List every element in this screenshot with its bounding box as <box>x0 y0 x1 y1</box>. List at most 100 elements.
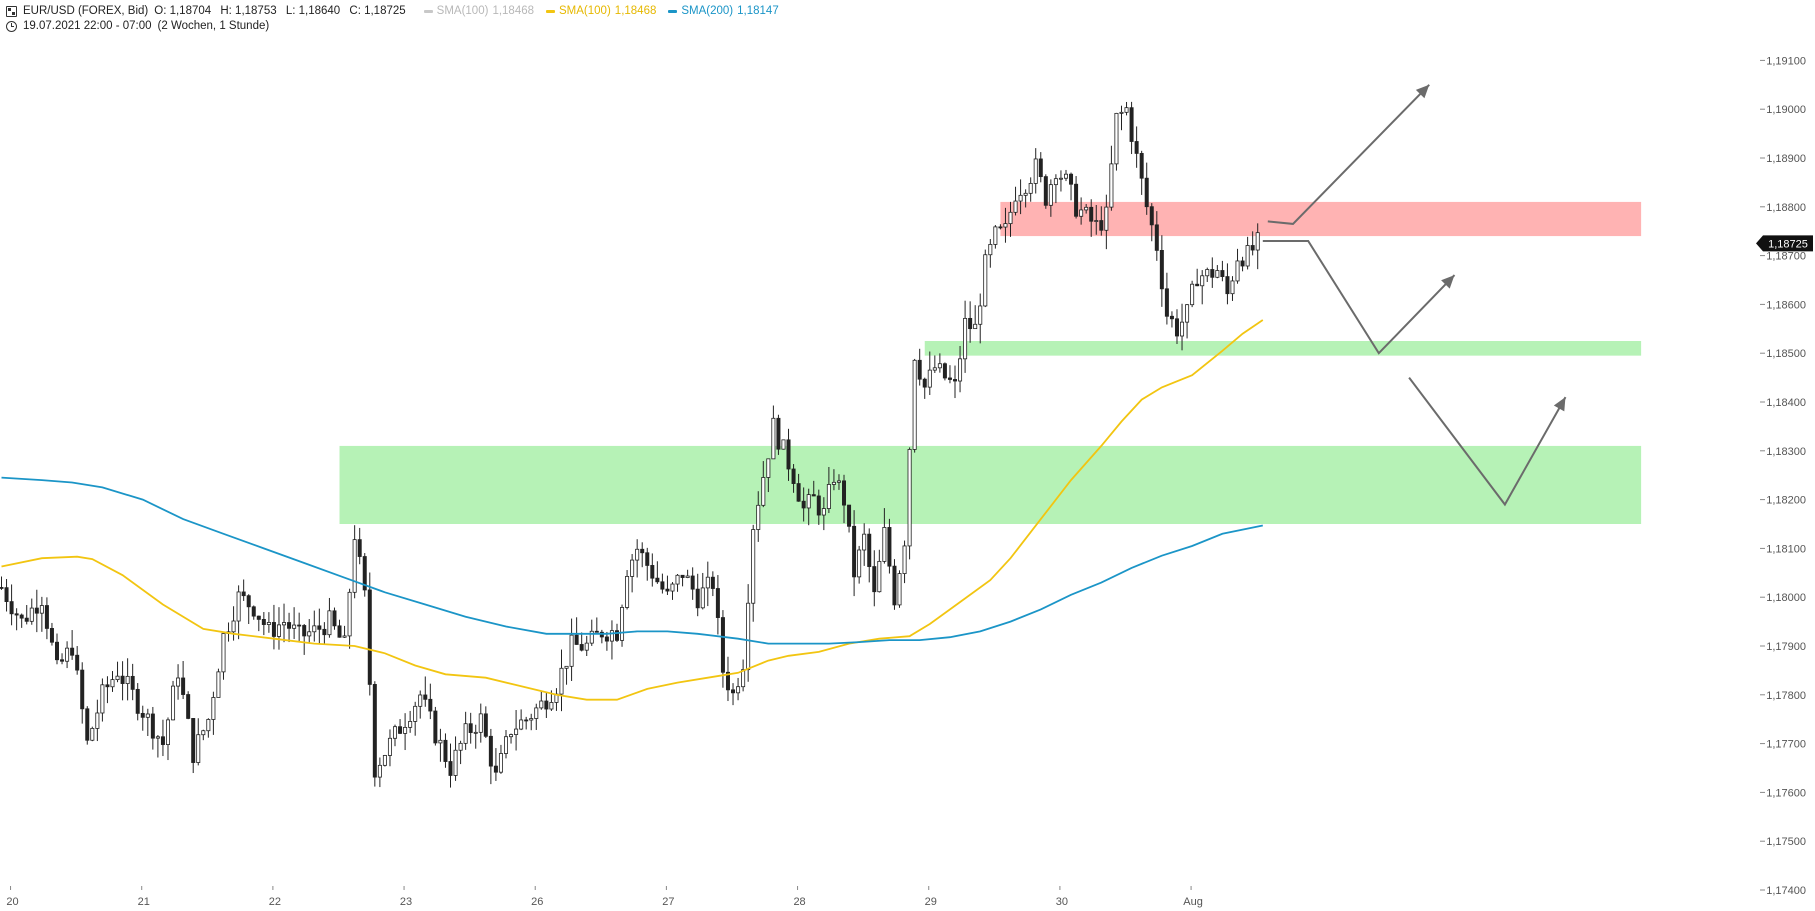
candle-body <box>630 559 635 577</box>
candle-body <box>332 610 337 627</box>
candle <box>120 661 125 701</box>
candle-body <box>150 713 155 739</box>
candle <box>594 617 599 633</box>
candle-body <box>418 694 423 707</box>
candle <box>160 719 165 757</box>
candle-body <box>322 628 327 636</box>
legend-swatch-icon <box>423 10 433 13</box>
candle-body <box>236 591 241 622</box>
candle <box>892 559 897 610</box>
candle-body <box>625 576 630 608</box>
candle <box>231 606 236 641</box>
candle-body <box>201 730 206 736</box>
candle <box>165 717 170 761</box>
y-tick-label: 1,18200 <box>1766 495 1806 507</box>
candle-body <box>614 630 619 641</box>
candle-body <box>372 684 377 778</box>
candle-body <box>887 527 892 567</box>
candle-body <box>206 719 211 732</box>
candle <box>680 574 685 587</box>
candle-body <box>685 575 690 578</box>
candle <box>24 605 29 625</box>
candle-body <box>115 675 120 681</box>
x-tick-label: Aug <box>1183 896 1203 908</box>
candle <box>725 656 730 702</box>
candle-body <box>176 677 181 687</box>
candle <box>806 488 811 526</box>
candle-body <box>675 574 680 585</box>
candle <box>377 757 382 788</box>
candle <box>1129 101 1134 155</box>
y-tick-label: 1,19100 <box>1766 55 1806 67</box>
candle <box>625 570 630 610</box>
candle <box>932 355 937 373</box>
y-tick-label: 1,18600 <box>1766 299 1806 311</box>
candle <box>1003 207 1008 243</box>
candle <box>307 619 312 644</box>
candle-body <box>165 719 170 745</box>
candle <box>569 618 574 681</box>
candle <box>700 572 705 610</box>
candle <box>1084 204 1089 214</box>
candle <box>1069 172 1074 201</box>
candle-body <box>1164 288 1169 317</box>
candle-body <box>216 671 221 698</box>
candle-body <box>1144 177 1149 208</box>
y-tick-label: 1,17700 <box>1766 739 1806 751</box>
candle-body <box>1074 183 1079 217</box>
candle-body <box>105 684 110 688</box>
candle <box>125 658 130 701</box>
candle-body <box>720 617 725 673</box>
candle-body <box>761 477 766 506</box>
candle-body <box>49 628 54 643</box>
legend-value: 1,18468 <box>492 5 535 17</box>
candle <box>1149 203 1154 242</box>
candle <box>771 405 776 460</box>
symbol-name[interactable]: EUR/USD (FOREX, Bid) <box>23 5 149 17</box>
candle <box>34 589 39 633</box>
x-tick-label: 20 <box>6 896 18 908</box>
candle-body <box>276 624 281 637</box>
candle <box>135 683 140 721</box>
candle <box>897 570 902 608</box>
candle <box>1124 101 1129 116</box>
candle <box>1205 267 1210 282</box>
candle-body <box>463 723 468 744</box>
candle <box>1200 270 1205 305</box>
candle-body <box>569 634 574 667</box>
candle-body <box>403 726 408 734</box>
y-tick-label: 1,18800 <box>1766 202 1806 214</box>
candle <box>503 729 508 759</box>
candle <box>458 740 463 765</box>
candle <box>65 641 70 669</box>
candle <box>534 703 539 730</box>
legend-sma100-yellow[interactable]: SMA(100) 1,18468 <box>546 4 656 19</box>
legend-swatch-icon <box>668 10 678 13</box>
candle <box>206 718 211 738</box>
candle <box>589 619 594 646</box>
candle <box>488 728 493 785</box>
candle-body <box>9 601 14 615</box>
candle <box>110 671 115 692</box>
candle <box>801 487 806 522</box>
candle-body <box>478 713 483 733</box>
candle <box>544 691 549 718</box>
candle <box>29 598 34 625</box>
candle-body <box>433 710 438 744</box>
candle-body <box>1149 206 1154 226</box>
candle <box>630 553 635 593</box>
symbol-icon <box>6 6 17 17</box>
legend-sma200-blue[interactable]: SMA(200) 1,18147 <box>668 4 779 19</box>
candle-body <box>852 525 857 578</box>
candle <box>49 622 54 646</box>
y-tick-label: 1,18900 <box>1766 153 1806 165</box>
candle <box>1048 179 1053 217</box>
candle <box>1018 179 1023 215</box>
candle-body <box>746 602 751 671</box>
candle-body <box>448 761 453 776</box>
legend-sma100-gray[interactable]: SMA(100) 1,18468 <box>423 4 535 19</box>
candle <box>831 469 836 491</box>
ohlc-high: H: 1,18753 <box>220 5 277 17</box>
candle-body <box>423 694 428 700</box>
